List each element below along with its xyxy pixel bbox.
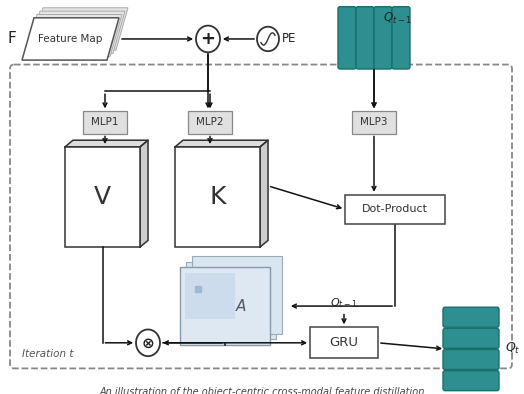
Bar — [185, 273, 235, 320]
Bar — [65, 147, 140, 247]
Bar — [352, 111, 396, 134]
Text: MLP2: MLP2 — [196, 117, 224, 127]
Text: K: K — [209, 185, 226, 209]
FancyBboxPatch shape — [443, 307, 499, 327]
Bar — [192, 256, 282, 334]
FancyBboxPatch shape — [338, 7, 356, 69]
FancyBboxPatch shape — [356, 7, 374, 69]
Polygon shape — [65, 140, 148, 147]
Text: An illustration of the object-centric cross-modal feature distillation: An illustration of the object-centric cr… — [100, 387, 424, 394]
Circle shape — [257, 27, 279, 51]
Text: $Q_{t-1}$: $Q_{t-1}$ — [383, 11, 412, 26]
Bar — [186, 262, 276, 340]
Circle shape — [196, 26, 220, 52]
Text: MLP1: MLP1 — [91, 117, 119, 127]
Text: Iteration t: Iteration t — [22, 349, 73, 359]
Text: GRU: GRU — [330, 336, 358, 349]
Polygon shape — [175, 140, 268, 147]
Bar — [310, 327, 378, 359]
Polygon shape — [25, 15, 122, 57]
FancyBboxPatch shape — [392, 7, 410, 69]
Polygon shape — [140, 140, 148, 247]
Text: Feature Map: Feature Map — [38, 34, 103, 44]
Bar — [83, 111, 127, 134]
Text: Dot-Product: Dot-Product — [362, 204, 428, 214]
Text: $Q_{t-1}$: $Q_{t-1}$ — [330, 296, 358, 310]
Bar — [180, 267, 270, 345]
FancyBboxPatch shape — [443, 328, 499, 348]
Text: $Q_t$: $Q_t$ — [505, 341, 520, 357]
Text: F: F — [7, 32, 16, 46]
Text: A: A — [236, 299, 246, 314]
Text: ⊗: ⊗ — [141, 335, 155, 350]
Polygon shape — [28, 11, 125, 54]
Text: +: + — [201, 30, 215, 48]
Polygon shape — [22, 18, 119, 60]
Bar — [175, 147, 260, 247]
Polygon shape — [260, 140, 268, 247]
Bar — [345, 195, 445, 224]
Text: MLP3: MLP3 — [361, 117, 388, 127]
Circle shape — [136, 329, 160, 356]
FancyBboxPatch shape — [443, 349, 499, 370]
FancyBboxPatch shape — [374, 7, 392, 69]
Polygon shape — [31, 8, 128, 50]
Text: V: V — [94, 185, 111, 209]
Text: PE: PE — [282, 32, 297, 45]
FancyBboxPatch shape — [443, 371, 499, 391]
Bar — [188, 111, 232, 134]
